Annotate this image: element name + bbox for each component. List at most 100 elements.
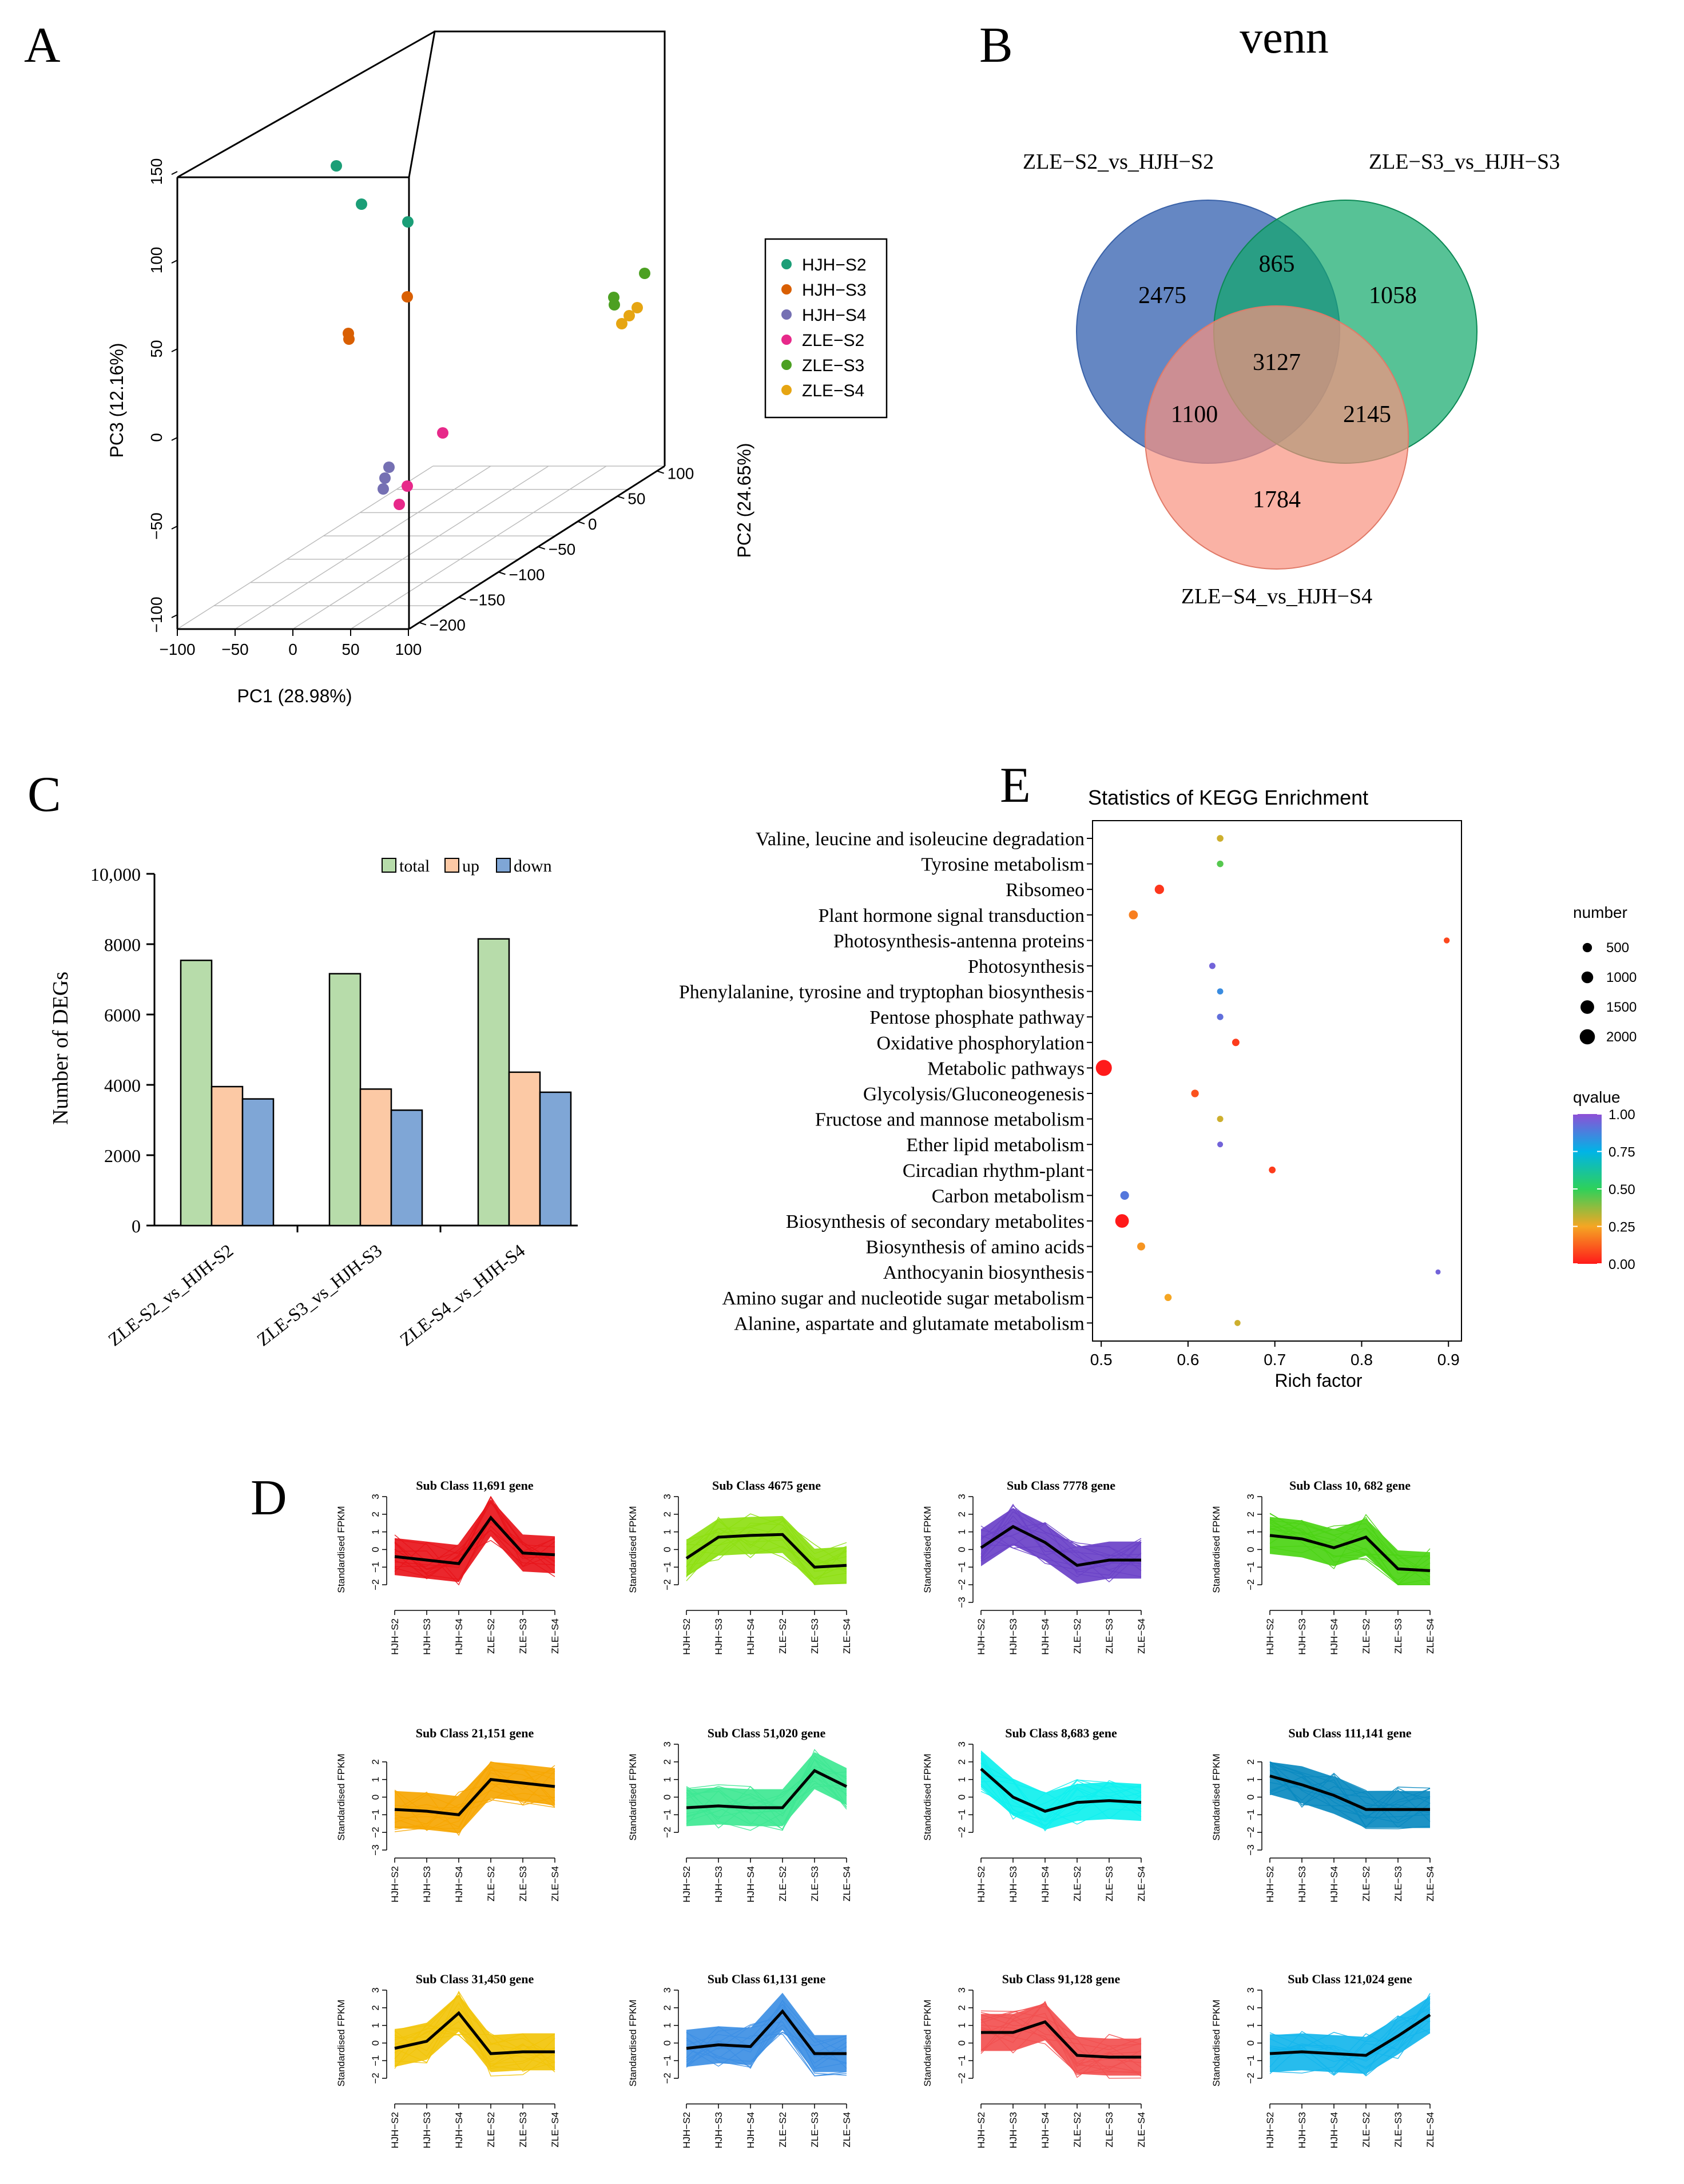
subclass-title: Sub Class 8,683 gene [1005, 1726, 1117, 1740]
kegg-dot [1217, 1116, 1224, 1123]
subclass-band [1270, 1996, 1430, 2074]
kegg-x-tick-label: 0.7 [1264, 1351, 1286, 1369]
subclass-y-tick-label: 3 [370, 1494, 381, 1499]
kegg-pathway-label: Carbon metabolism [932, 1186, 1085, 1207]
subclass-y-tick-label: −3 [956, 1597, 967, 1608]
pca-legend-marker [781, 335, 792, 345]
subclass-title: Sub Class 31,450 gene [416, 1972, 534, 1986]
pca-x-tick-label: 100 [395, 641, 422, 658]
subclass-gene-line [1269, 1761, 1431, 1808]
subclass-x-tick-label: HJH−S2 [1265, 1618, 1276, 1655]
subclass-gene-line [1269, 2001, 1431, 2070]
subclass-x-tick-label: ZLE−S3 [809, 1866, 820, 1901]
subclass-title: Sub Class 51,020 gene [708, 1726, 826, 1740]
subclass-mean-line [685, 1533, 847, 1569]
subclass-x-tick-label: ZLE−S4 [1136, 1866, 1147, 1901]
subclass-x-tick-label: HJH−S3 [713, 1618, 724, 1655]
deg-y-tick-label: 10,000 [90, 864, 141, 885]
kegg-dot [1444, 937, 1450, 944]
subclass-gene-line [980, 1525, 1142, 1576]
subclass-gene-line [1269, 1766, 1431, 1817]
pca-point [639, 268, 650, 279]
subclass-gene-line [394, 1539, 555, 1578]
pca-point [383, 462, 395, 473]
panel-label-a: A [24, 18, 61, 73]
subclass-x-tick-label: ZLE−S4 [550, 2112, 561, 2147]
pca-point [379, 472, 391, 484]
kegg-color-legend-label: 1.00 [1608, 1107, 1635, 1123]
subclass-gene-line [980, 1511, 1142, 1560]
kegg-color-legend: 1.00 0.75 0.50 0.25 0.00 [1573, 1107, 1635, 1272]
subclass-title: Sub Class 21,151 gene [416, 1726, 534, 1740]
pca-z-tick [577, 520, 585, 524]
subclass-y-tick-label: −3 [370, 1844, 381, 1855]
subclass-y-tick-label: −2 [1245, 1579, 1256, 1590]
venn-diagram: venn ZLE−S2_vs_HJH−S2 ZLE−S3_vs_HJH−S3 Z… [1023, 13, 1560, 608]
pca-y-tick-label: −50 [148, 512, 165, 540]
subclass-x-tick-label: ZLE−S3 [1104, 1618, 1115, 1654]
pca-z-tick [498, 571, 506, 575]
subclass-title: Sub Class 121,024 gene [1288, 1972, 1412, 1986]
subclass-gene-line [980, 1543, 1142, 1572]
subclass-x-tick-label: HJH−S2 [976, 1618, 987, 1655]
subclass-y-tick-label: 1 [956, 1777, 967, 1782]
deg-bar-up [210, 1085, 244, 1227]
subclass-mean-line [1269, 2014, 1431, 2057]
kegg-size-legend-title: number [1573, 904, 1627, 921]
subclass-y-tick-label: 2 [370, 1511, 381, 1517]
subclass-x-tick-label: HJH−S4 [1040, 1866, 1051, 1903]
kegg-size-legend-dot [1580, 1000, 1594, 1014]
subclass-gene-line [980, 1523, 1142, 1583]
subclass-y-tick-label: −2 [956, 1579, 967, 1590]
subclass-ylabel: Standardised FPKM [1211, 1506, 1222, 1593]
pca-grid-line [235, 466, 491, 630]
subclass-gene-line [980, 1505, 1142, 1562]
pca-legend-marker [781, 284, 792, 295]
subclass-gene-line [980, 1525, 1142, 1577]
subclass-gene-line [394, 1767, 555, 1833]
subclass-ylabel: Standardised FPKM [627, 1506, 638, 1593]
venn-region-only-s3: 1058 [1369, 283, 1417, 309]
subclass-y-tick-label: 1 [370, 1777, 381, 1782]
subclass-title: Sub Class 10, 682 gene [1289, 1478, 1411, 1493]
subclass-x-tick-label: ZLE−S3 [1104, 2112, 1115, 2147]
venn-set-label-s4: ZLE−S4_vs_HJH−S4 [1181, 584, 1372, 608]
kegg-size-legend-label: 500 [1606, 940, 1629, 956]
subclass-panel: Sub Class 91,128 gene −2 −1 0 1 2 3 Standardise… [922, 1972, 1147, 2149]
subclass-y-tick-label: 1 [1245, 2023, 1256, 2028]
kegg-size-legend-dot [1581, 971, 1594, 984]
panel-label-d: D [251, 1470, 287, 1526]
subclass-x-tick-label: HJH−S3 [1297, 1866, 1308, 1903]
subclass-x-tick-label: HJH−S3 [713, 1866, 724, 1903]
subclass-gene-line [394, 1496, 555, 1577]
subclass-gene-line [1269, 1513, 1431, 1578]
pca-point [609, 299, 620, 311]
subclass-ylabel: Standardised FPKM [627, 1753, 638, 1840]
subclass-gene-line [1269, 1998, 1431, 2068]
subclass-x-tick-label: ZLE−S2 [1072, 1618, 1083, 1654]
kegg-x-tick-label: 0.8 [1351, 1351, 1373, 1369]
subclass-panel: Sub Class 121,024 gene −2 −1 0 1 2 3 Standardis… [1211, 1972, 1436, 2149]
subclass-y-tick-label: 3 [956, 1741, 967, 1747]
kegg-pathway-label: Fructose and mannose metabolism [815, 1109, 1085, 1131]
subclass-x-tick-label: ZLE−S2 [1072, 1866, 1083, 1901]
deg-y-tick-label: 6000 [104, 1005, 141, 1025]
subclass-gene-line [686, 1527, 847, 1561]
kegg-pathway-label: Oxidative phosphorylation [876, 1033, 1085, 1054]
subclass-y-tick-label: −2 [1245, 1827, 1256, 1837]
subclass-y-tick-label: 2 [1245, 1511, 1256, 1517]
subclass-y-tick-label: −2 [1245, 2072, 1256, 2083]
subclass-gene-line [394, 1995, 555, 2051]
kegg-pathway-label: Photosynthesis-antenna proteins [833, 930, 1085, 952]
pca-z-tick [458, 596, 466, 600]
subclass-y-tick-label: 3 [662, 1987, 673, 1992]
subclass-band [686, 1992, 847, 2072]
pca-legend-label: HJH−S3 [802, 281, 867, 300]
subclass-gene-line [980, 2014, 1142, 2068]
subclass-x-tick-label: HJH−S2 [1265, 2112, 1276, 2149]
subclass-y-tick-label: 2 [370, 2005, 381, 2010]
kegg-pathway-label: Plant hormone signal transduction [818, 905, 1085, 926]
kegg-size-legend-label: 1000 [1606, 970, 1637, 985]
pca-point [437, 427, 448, 439]
